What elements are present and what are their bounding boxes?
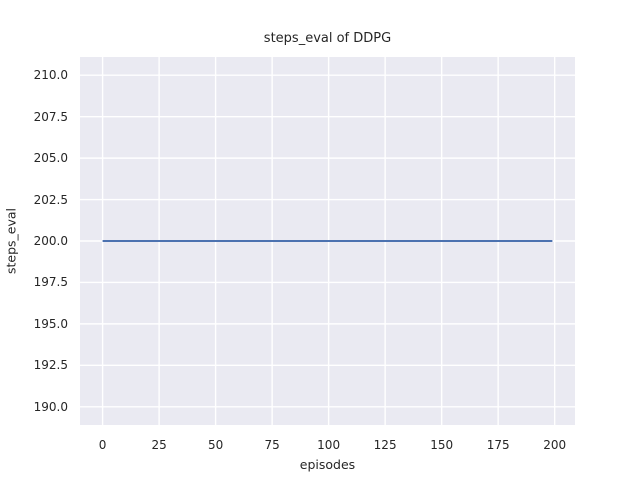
x-axis-label: episodes (299, 457, 356, 472)
x-tick-label: 200 (543, 438, 567, 452)
y-tick-label: 210.0 (33, 68, 68, 83)
x-tick-label: 25 (151, 438, 167, 452)
x-tick-label: 0 (98, 438, 107, 452)
y-tick-label: 205.0 (33, 151, 68, 166)
y-tick-label: 207.5 (33, 109, 68, 124)
x-tick-label: 125 (373, 438, 397, 452)
y-tick-label: 200.0 (33, 234, 68, 248)
x-tick-label: 150 (430, 438, 454, 452)
x-tick-label: 50 (207, 438, 224, 452)
y-axis-label: steps_eval (3, 207, 19, 275)
chart-title: steps_eval of DDPG (263, 31, 392, 46)
y-tick-label: 202.5 (33, 192, 68, 207)
y-tick-label: 197.5 (33, 275, 68, 290)
y-tick-label: 192.5 (33, 358, 68, 373)
x-tick-label: 100 (317, 438, 341, 452)
y-tick-label: 190.0 (33, 399, 68, 414)
y-tick-label: 195.0 (33, 316, 68, 331)
x-tick-label: 75 (264, 438, 280, 452)
x-tick-label: 175 (486, 438, 510, 452)
